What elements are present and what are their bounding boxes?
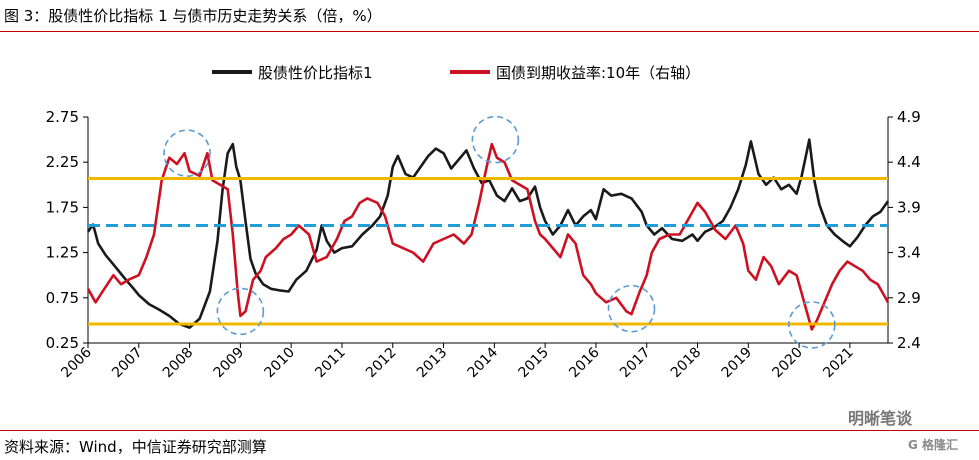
right-tick-label: 3.4 (897, 244, 921, 262)
figure-title: 图 3：股债性价比指标 1 与债市历史走势关系（倍，%） (4, 7, 382, 25)
watermark-text: 明晰笔谈 (848, 409, 913, 428)
x-tick-label: 2012 (363, 345, 400, 382)
highlight-circle (216, 287, 265, 336)
source-note: 资料来源：Wind，中信证券研究部测算 (4, 438, 267, 456)
title-rule (0, 31, 979, 32)
series-line-yield (86, 142, 890, 331)
right-tick-label: 3.9 (897, 198, 921, 216)
right-tick-label: 2.4 (897, 334, 921, 352)
series-line-ratio (86, 138, 890, 329)
right-tick-label: 4.9 (897, 108, 921, 126)
x-tick-label: 2009 (211, 345, 248, 382)
x-tick-label: 2014 (465, 344, 502, 381)
highlight-circle (163, 129, 211, 177)
highlight-circle (607, 284, 656, 333)
chart: 股债性价比指标1 国债到期收益率:10年（右轴） 0.25 0.75 1.25 1.7… (46, 64, 921, 381)
x-tick-label: 2013 (414, 345, 451, 382)
x-tick-label: 2020 (769, 345, 806, 382)
x-tick-label: 2018 (668, 345, 705, 382)
left-tick-label: 2.25 (46, 153, 79, 171)
right-tick-label: 4.4 (897, 153, 921, 171)
left-tick-label: 0.75 (46, 289, 79, 307)
x-tick-label: 2021 (820, 345, 857, 382)
x-tick-label: 2019 (719, 345, 756, 382)
left-tick-label: 0.25 (46, 334, 79, 352)
left-tick-label: 1.75 (46, 198, 79, 216)
legend-label-ratio: 股债性价比指标1 (258, 64, 373, 82)
legend-label-yield: 国债到期收益率:10年（右轴） (496, 64, 700, 82)
x-tick-label: 2015 (515, 345, 552, 382)
x-tick-label: 2011 (312, 345, 349, 382)
x-tick-label: 2016 (566, 344, 603, 381)
left-tick-label: 1.25 (46, 244, 79, 262)
source-rule (0, 430, 979, 431)
legend: 股债性价比指标1 国债到期收益率:10年（右轴） (212, 64, 700, 82)
x-tick-label: 2007 (109, 345, 146, 382)
highlight-circle (471, 115, 520, 164)
highlight-circle (788, 301, 836, 349)
plot-area: 0.25 0.75 1.25 1.75 2.25 2.75 2.4 2.9 3.4 3.9 4.4 4… (46, 108, 921, 381)
watermark-logo: G 格隆汇 (908, 438, 959, 452)
right-tick-label: 2.9 (897, 289, 921, 307)
x-tick-label: 2010 (261, 345, 298, 382)
x-tick-label: 2017 (617, 345, 654, 382)
x-tick-label: 2008 (160, 345, 197, 382)
left-tick-label: 2.75 (46, 108, 79, 126)
